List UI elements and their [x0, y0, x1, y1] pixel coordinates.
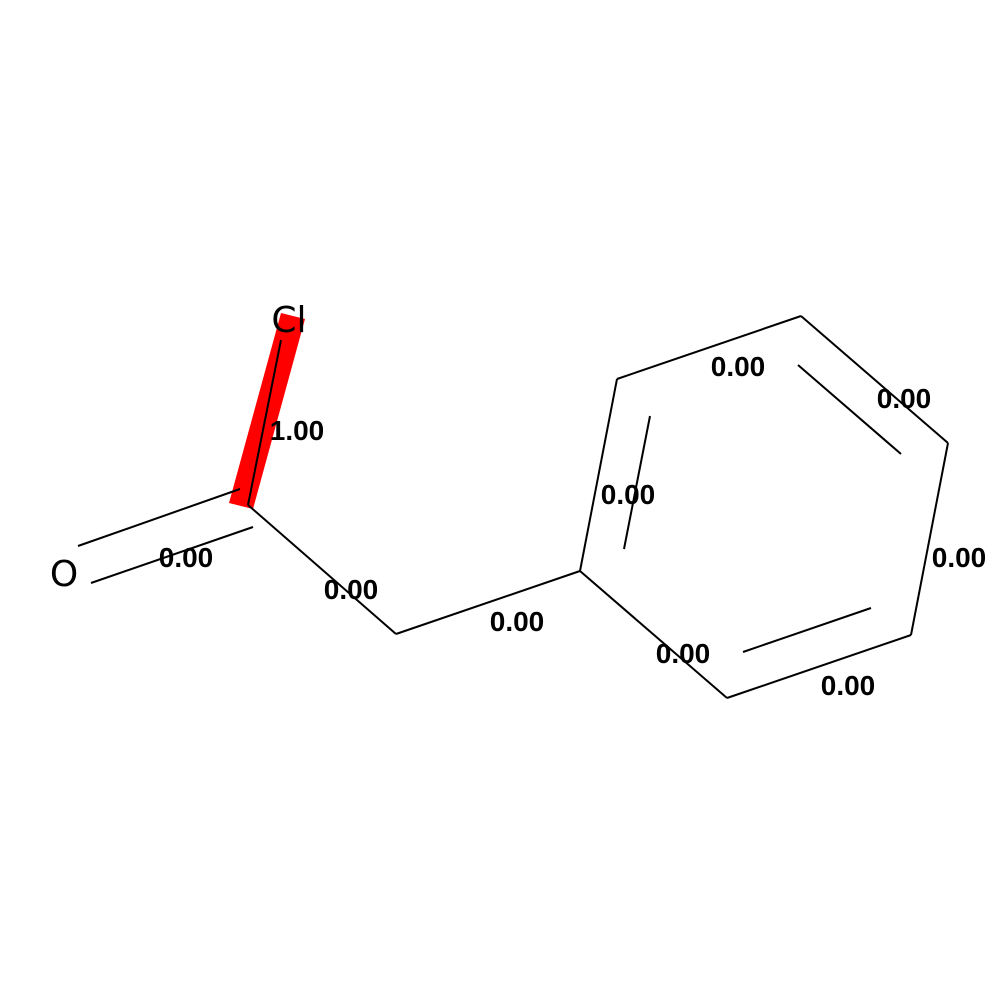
- bond-weight-c2-c3: 0.00: [490, 606, 545, 637]
- bond-weight-c5-c6: 0.00: [877, 383, 932, 414]
- bond-c5-c6-inner: [797, 364, 902, 455]
- atom-label-o: O: [50, 554, 78, 595]
- bond-weight-c8-c3: 0.00: [656, 638, 711, 669]
- bond-c1-c2: [247, 504, 397, 635]
- bond-c1-o-line-b: [90, 526, 254, 584]
- bond-c6-c7: [910, 442, 949, 636]
- bond-c3-c4-inner: [623, 415, 651, 550]
- bond-weight-c1-cl: 1.00: [270, 415, 325, 446]
- bond-c1-o-line-a: [77, 488, 241, 547]
- bond-weight-c7-c8: 0.00: [821, 670, 876, 701]
- bond-weight-c3-c4: 0.00: [601, 479, 656, 510]
- bond-c1-cl: [247, 339, 282, 506]
- bond-weight-c6-c7: 0.00: [932, 542, 987, 573]
- bond-c3-c4: [579, 378, 618, 572]
- atom-label-cl: Cl: [271, 300, 306, 341]
- bond-c4-c5: [616, 315, 802, 380]
- bond-c7-c8-inner: [742, 607, 872, 653]
- bond-weight-c1-o: 0.00: [159, 542, 214, 573]
- bond-weight-c1-c2: 0.00: [324, 574, 379, 605]
- bond-c5-c6: [800, 315, 949, 444]
- bond-c7-c8: [726, 634, 912, 699]
- bond-c2-c3: [395, 570, 581, 635]
- bond-c8-c3: [579, 570, 728, 699]
- bond-weight-c4-c5: 0.00: [711, 351, 766, 382]
